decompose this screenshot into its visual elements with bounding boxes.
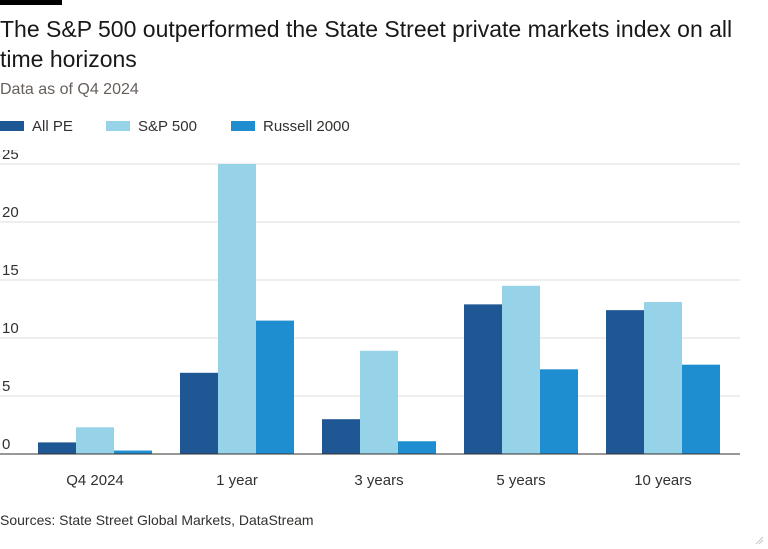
bar-russell2000: [682, 364, 720, 454]
x-tick-label: 1 year: [216, 472, 258, 489]
legend-swatch-sp500: [106, 121, 130, 131]
source-note: Sources: State Street Global Markets, Da…: [0, 512, 314, 528]
legend-item-sp500: S&P 500: [106, 116, 197, 136]
chart-title: The S&P 500 outperformed the State Stree…: [0, 16, 733, 72]
y-tick-label: 5: [2, 378, 10, 395]
x-tick-label: 5 years: [496, 472, 545, 489]
legend-swatch-russell2000: [231, 121, 255, 131]
x-tick-label: Q4 2024: [66, 472, 124, 489]
y-tick-label: 25: [2, 150, 19, 163]
axes: 0 5 10 15 20 25 Q4 2024 1 year 3 years 5 years 10 …: [0, 150, 740, 489]
legend-item-russell2000: Russell 2000: [231, 116, 350, 136]
y-tick-label: 15: [2, 262, 19, 279]
legend-label-sp500: S&P 500: [138, 117, 197, 135]
legend-label-russell2000: Russell 2000: [263, 117, 350, 135]
bar-sp500: [644, 302, 682, 454]
chart-subtitle: Data as of Q4 2024: [0, 81, 139, 98]
y-tick-label: 10: [2, 320, 19, 337]
bar-chart: 0 5 10 15 20 25 Q4 2024 1 year 3 years 5 years 10 …: [0, 150, 740, 489]
bar-sp500: [218, 164, 256, 454]
bar-russell2000: [256, 320, 294, 454]
bar-sp500: [360, 350, 398, 454]
brand-bar: [0, 0, 62, 5]
legend-label-all-pe: All PE: [32, 117, 73, 135]
x-tick-label: 3 years: [354, 472, 403, 489]
bar-russell2000: [540, 369, 578, 454]
bar-all-pe: [38, 442, 76, 454]
y-tick-label: 0: [2, 436, 10, 453]
bar-russell2000: [114, 450, 152, 454]
bar-all-pe: [606, 310, 644, 454]
bar-all-pe: [180, 372, 218, 454]
bars: [38, 164, 720, 454]
legend-swatch-all-pe: [0, 121, 24, 131]
bar-sp500: [502, 285, 540, 454]
bar-russell2000: [398, 441, 436, 454]
resize-corner-icon: [755, 536, 764, 545]
legend-item-all-pe: All PE: [0, 116, 73, 136]
x-tick-label: 10 years: [634, 472, 692, 489]
bar-all-pe: [322, 419, 360, 454]
y-tick-label: 20: [2, 204, 19, 221]
bar-sp500: [76, 427, 114, 454]
bar-all-pe: [464, 304, 502, 454]
